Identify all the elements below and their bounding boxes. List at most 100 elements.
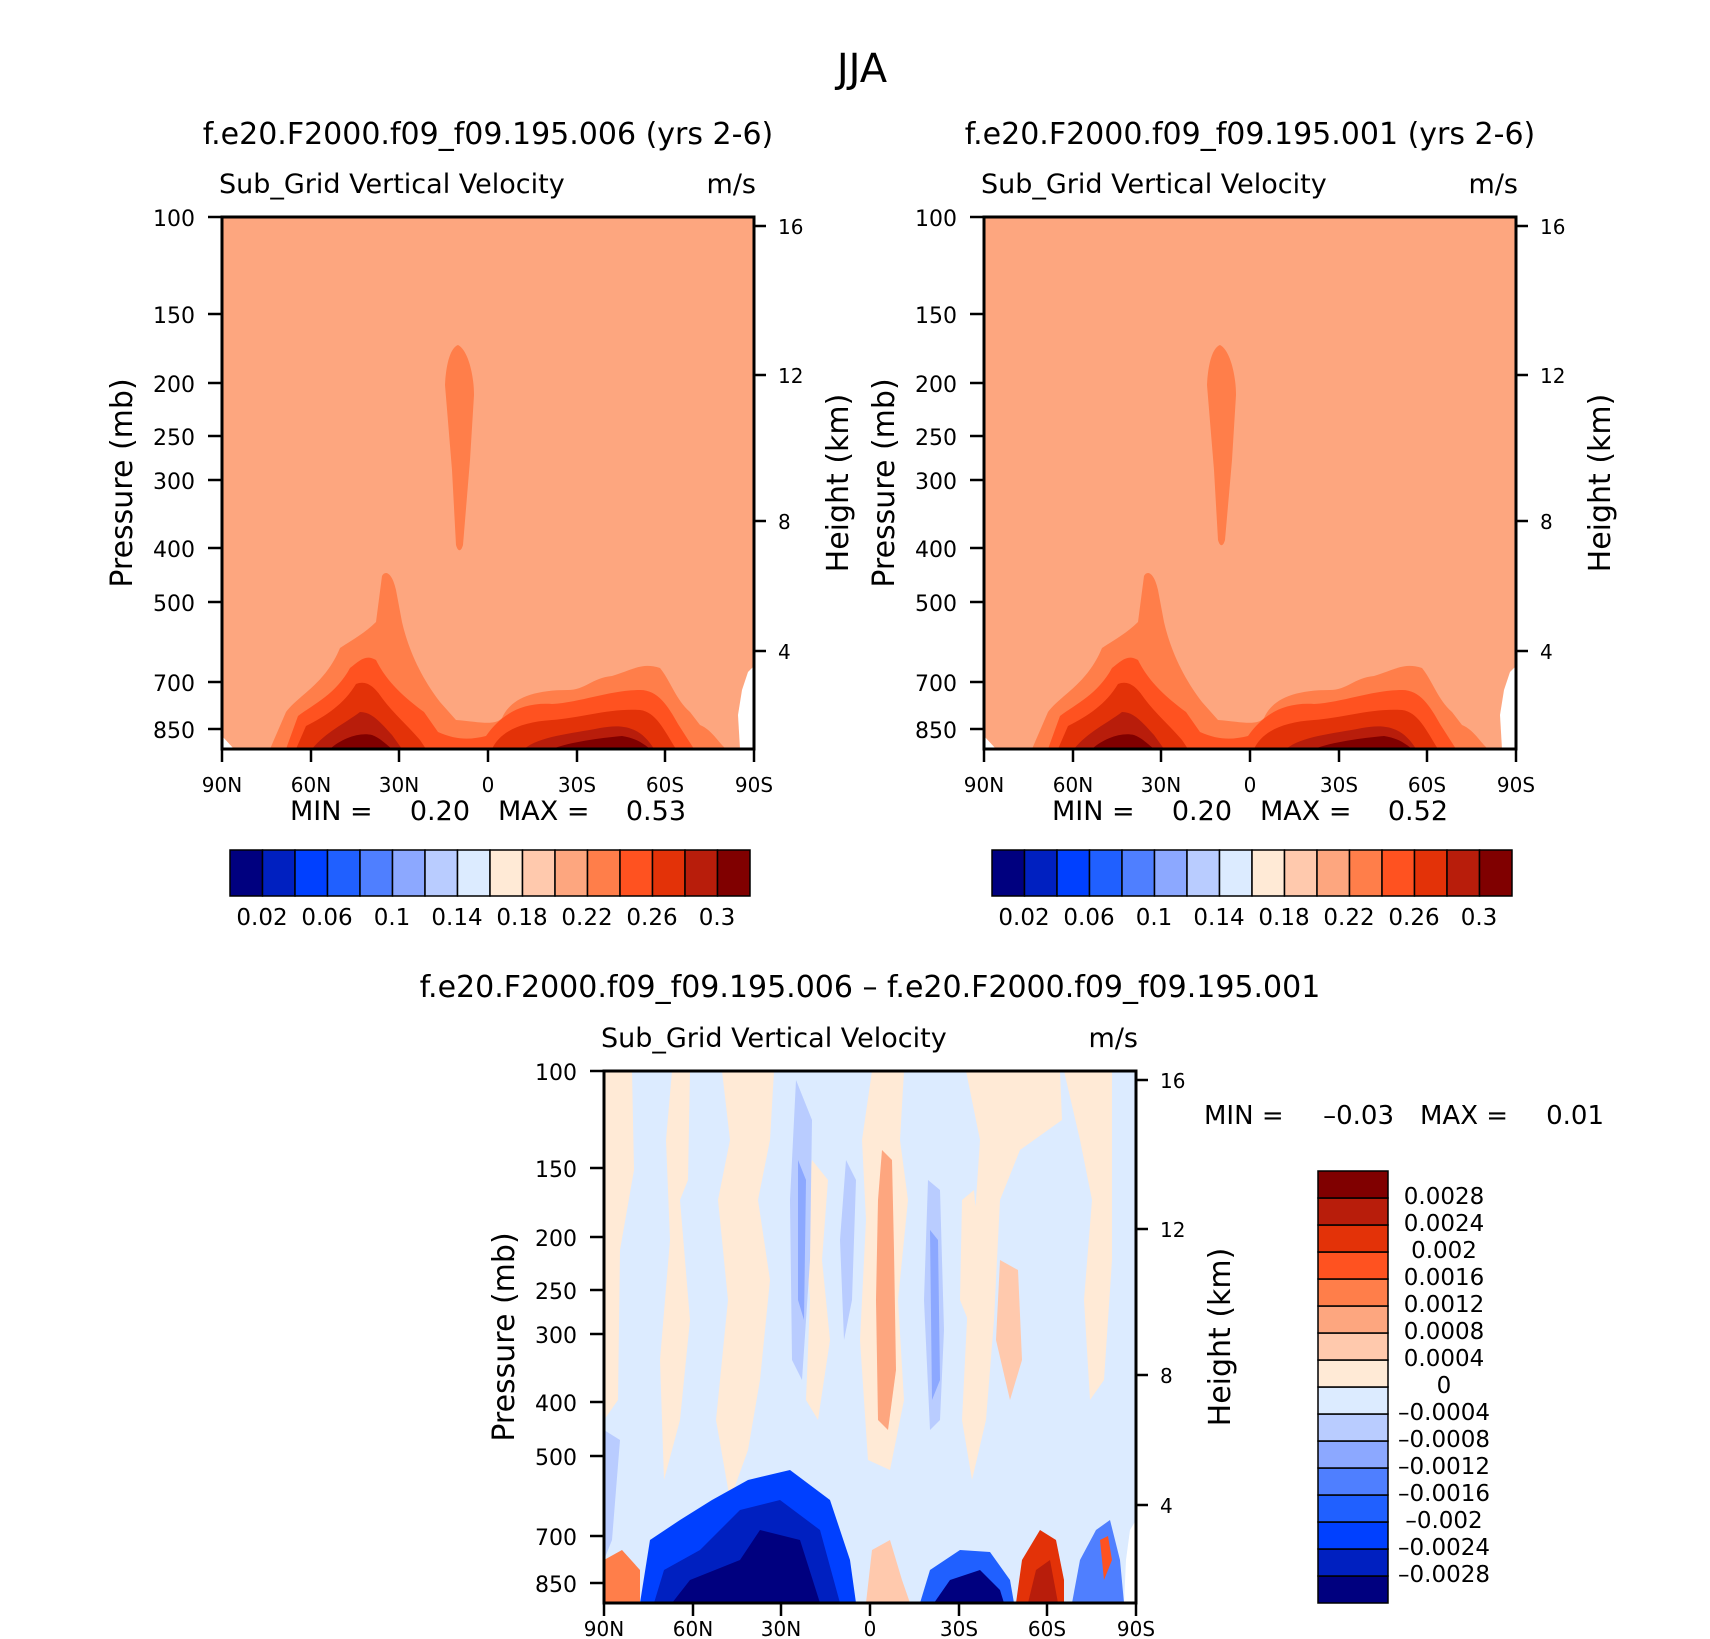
panel1-cb-label-7: 0.3 bbox=[699, 905, 736, 931]
panel2-colorbar-swatch-9 bbox=[1283, 849, 1318, 897]
panel3-band-s3 bbox=[1064, 1071, 1112, 1400]
panel2-rlabel-8: 8 bbox=[1540, 510, 1553, 534]
panel-difference: f.e20.F2000.f09_f09.195.006 – f.e20.F200… bbox=[420, 970, 1604, 1639]
panel3-surface-red-eq bbox=[866, 1540, 910, 1603]
panel3-surface-blue-left-core bbox=[672, 1530, 820, 1603]
panel1-axes: 100 150 200 250 300 400 500 700 850 Pres… bbox=[105, 207, 856, 797]
panel3-colorbar-swatch-12 bbox=[1317, 1251, 1389, 1280]
panel1-cb-label-6: 0.26 bbox=[626, 905, 677, 931]
panel3-colorbar-swatch-0 bbox=[1317, 1575, 1389, 1604]
panel2-ylabel-850: 850 bbox=[915, 719, 957, 744]
panel2-plot-area bbox=[982, 215, 1518, 751]
panel1-upper-plume bbox=[445, 345, 474, 551]
panel1-variable-label: Sub_Grid Vertical Velocity bbox=[219, 169, 565, 200]
panel2-min-value: 0.20 bbox=[1172, 796, 1232, 827]
panel2-cb-label-5: 0.22 bbox=[1323, 905, 1374, 931]
panel3-max-value: 0.01 bbox=[1546, 1101, 1604, 1131]
panel1-cb-label-4: 0.18 bbox=[496, 905, 547, 931]
panel3-cb-label-5: 0.0008 bbox=[1404, 1319, 1484, 1345]
panel1-ylabel-250: 250 bbox=[153, 426, 195, 451]
panel3-cb-label-4: 0.0012 bbox=[1404, 1292, 1484, 1318]
panel2-cb-label-2: 0.1 bbox=[1136, 905, 1173, 931]
panel3-colorbar-swatch-9 bbox=[1317, 1332, 1389, 1361]
panel2-max-label: MAX = bbox=[1260, 796, 1351, 827]
panel1-colorbar-swatch-4 bbox=[359, 849, 394, 897]
panel3-cb-label-3: 0.0016 bbox=[1404, 1265, 1484, 1291]
panel1-max-value: 0.53 bbox=[626, 796, 686, 827]
panel2-ylabel-500: 500 bbox=[915, 592, 957, 617]
panel2-xlabel-0: 0 bbox=[1244, 773, 1257, 797]
panel2-contour-0-34 bbox=[1092, 734, 1412, 749]
panel2-xlabel-90S: 90S bbox=[1497, 773, 1535, 797]
panel3-band-n2 bbox=[660, 1071, 690, 1480]
panel3-surface-polar-red bbox=[1100, 1536, 1112, 1580]
panel3-xlabel-90S: 90S bbox=[1117, 1617, 1155, 1639]
panel2-xlabel-90N: 90N bbox=[964, 773, 1004, 797]
panel1-background-fill bbox=[222, 217, 754, 749]
panel3-cb-label-8: –0.0004 bbox=[1398, 1400, 1490, 1426]
panel2-cb-label-1: 0.06 bbox=[1063, 905, 1114, 931]
panel1-ylabel-850: 850 bbox=[153, 719, 195, 744]
panel2-xlabel-30S: 30S bbox=[1320, 773, 1358, 797]
panel3-cb-label-10: –0.0012 bbox=[1398, 1454, 1490, 1480]
panel3-colorbar-swatch-5 bbox=[1317, 1440, 1389, 1469]
panel1-ylabel-500: 500 bbox=[153, 592, 195, 617]
panel2-xlabel-60N: 60N bbox=[1053, 773, 1093, 797]
panel3-rlabel-12: 12 bbox=[1160, 1218, 1185, 1242]
panel2-missing-left bbox=[984, 736, 996, 749]
panel2-colorbar-swatch-5 bbox=[1153, 849, 1188, 897]
panel1-min-value: 0.20 bbox=[410, 796, 470, 827]
panel1-cb-label-3: 0.14 bbox=[431, 905, 482, 931]
panel1-colorbar-swatch-12 bbox=[619, 849, 654, 897]
panel3-variable-label: Sub_Grid Vertical Velocity bbox=[601, 1023, 947, 1054]
panel1-xlabel-60N: 60N bbox=[291, 773, 331, 797]
panel1-rlabel-8: 8 bbox=[778, 510, 791, 534]
panel1-rlabel-12: 12 bbox=[778, 364, 803, 388]
panel3-plot-area bbox=[602, 1069, 1138, 1605]
panel3-band-s1-red bbox=[996, 1260, 1022, 1400]
panel3-band-n3 bbox=[716, 1071, 774, 1500]
panel2-colorbar-swatch-6 bbox=[1186, 849, 1221, 897]
panel2-colorbar-swatch-3 bbox=[1088, 849, 1123, 897]
panel1-max-label: MAX = bbox=[498, 796, 589, 827]
panel1-xlabel-90S: 90S bbox=[735, 773, 773, 797]
panel2-ylabel-100: 100 bbox=[915, 207, 957, 232]
panel2-colorbar-swatch-10 bbox=[1316, 849, 1351, 897]
panel1-xlabel-0: 0 bbox=[482, 773, 495, 797]
panel2-ylabel-700: 700 bbox=[915, 672, 957, 697]
panel3-ylabel-400: 400 bbox=[535, 1392, 577, 1417]
panel3-colorbar-swatch-14 bbox=[1317, 1197, 1389, 1226]
panel1-cb-label-1: 0.06 bbox=[301, 905, 352, 931]
panel2-colorbar-swatch-1 bbox=[1023, 849, 1058, 897]
panel3-cb-label-0: 0.0028 bbox=[1404, 1184, 1484, 1210]
panel1-ylabel-100: 100 bbox=[153, 207, 195, 232]
panel2-cb-label-0: 0.02 bbox=[998, 905, 1049, 931]
panel3-xlabel-30S: 30S bbox=[940, 1617, 978, 1639]
panel3-colorbar-swatch-8 bbox=[1317, 1359, 1389, 1388]
panel3-xlabel-30N: 30N bbox=[761, 1617, 801, 1639]
panel3-surface-red-1 bbox=[604, 1550, 640, 1603]
panel1-colorbar-swatch-7 bbox=[456, 849, 491, 897]
figure-title: JJA bbox=[834, 46, 888, 92]
panel3-ylabel-850: 850 bbox=[535, 1573, 577, 1598]
panel3-xlabel-60N: 60N bbox=[673, 1617, 713, 1639]
panel1-min-label: MIN = bbox=[290, 796, 373, 827]
panel3-colorbar-swatch-10 bbox=[1317, 1305, 1389, 1334]
panel3-colorbar-swatch-11 bbox=[1317, 1278, 1389, 1307]
panel2-min-label: MIN = bbox=[1052, 796, 1135, 827]
panel2-colorbar bbox=[991, 849, 1513, 897]
panel2-upper-plume bbox=[1207, 345, 1236, 546]
panel2-ylabel-150: 150 bbox=[915, 304, 957, 329]
panel2-colorbar-swatch-2 bbox=[1056, 849, 1091, 897]
panel2-colorbar-swatch-11 bbox=[1348, 849, 1383, 897]
panel3-surface-blue-right-core bbox=[934, 1570, 1004, 1603]
panel3-left-axis-title: Pressure (mb) bbox=[487, 1232, 522, 1441]
panel2-ylabel-250: 250 bbox=[915, 426, 957, 451]
panel2-ylabel-200: 200 bbox=[915, 373, 957, 398]
panel3-cb-label-6: 0.0004 bbox=[1404, 1346, 1484, 1372]
panel3-cb-label-2: 0.002 bbox=[1411, 1238, 1477, 1264]
panel1-colorbar-swatch-11 bbox=[586, 849, 621, 897]
panel1-rlabel-16: 16 bbox=[778, 215, 803, 239]
panel1-plot-area bbox=[220, 215, 756, 751]
panel3-xlabel-0: 0 bbox=[864, 1617, 877, 1639]
